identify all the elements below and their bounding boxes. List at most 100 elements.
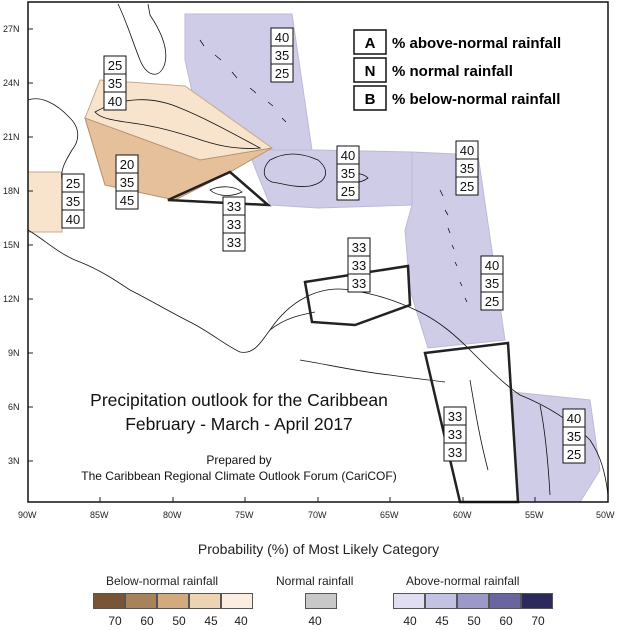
coast-hispaniola [263, 153, 326, 187]
lon-label: 55W [525, 510, 544, 520]
legend-swatch-above-40 [393, 593, 425, 609]
legend-swatch-below-40 [221, 593, 253, 609]
legend-swatch-below-70 [93, 593, 125, 609]
prob-value-below: 33 [227, 235, 241, 250]
lat-label: 24N [3, 78, 20, 88]
key-box-n [353, 57, 387, 83]
lat-label: 15N [3, 240, 20, 250]
lat-label: 6N [8, 402, 20, 412]
legend-value: 45 [435, 614, 449, 628]
category-key: A % above-normal rainfall N % normal rai… [353, 29, 561, 111]
prob-value-normal: 35 [108, 76, 122, 91]
prob-value-below: 40 [66, 212, 80, 227]
outlook-zones [27, 13, 601, 503]
prob-value-normal: 35 [485, 276, 499, 291]
latitude-labels: 27N 24N 21N 18N 15N 12N 9N 6N 3N [3, 24, 20, 466]
prob-value-normal: 35 [341, 166, 355, 181]
lon-label: 65W [380, 510, 399, 520]
zone-belize [27, 171, 63, 233]
prob-value-above: 40 [567, 411, 581, 426]
legend-value: 40 [234, 614, 248, 628]
prob-box [347, 273, 371, 293]
prob-box [455, 176, 479, 196]
coastlines [27, 3, 609, 496]
legend-swatch-below-50 [157, 593, 189, 609]
key-text-b: % below-normal rainfall [392, 91, 560, 108]
prob-box [222, 232, 246, 252]
coast-lesser-antilles [439, 189, 468, 303]
lat-label: 9N [8, 348, 20, 358]
coast-south-america [269, 288, 609, 496]
map-border [27, 1, 609, 503]
legend-title: Probability (%) of Most Likely Category [197, 541, 440, 557]
prepared-by: Prepared by [206, 453, 271, 467]
graticule [28, 28, 536, 502]
prob-value-normal: 33 [227, 217, 241, 232]
probability-boxes: 40 35 25 25 35 40 25 35 40 20 35 45 33 3… [61, 27, 586, 464]
legend-value: 50 [172, 614, 186, 628]
prob-value-normal: 35 [66, 194, 80, 209]
legend-normal-title: Normal rainfall [276, 574, 354, 588]
legend-value: 40 [308, 614, 322, 628]
prob-box [115, 190, 139, 210]
coast-guianas-border [469, 379, 551, 496]
legend-value: 40 [403, 614, 417, 628]
lat-label: 12N [3, 294, 20, 304]
legend-value: 60 [140, 614, 154, 628]
coast-gulf [27, 98, 79, 181]
lon-label: 70W [308, 510, 327, 520]
prob-value-below: 25 [275, 66, 289, 81]
prob-value-normal: 35 [567, 429, 581, 444]
legend-value: 70 [531, 614, 545, 628]
prob-box [61, 209, 85, 229]
lon-label: 75W [235, 510, 254, 520]
prob-value-normal: 35 [120, 175, 134, 190]
lon-label: 80W [163, 510, 182, 520]
coast-florida [117, 3, 167, 75]
prepared-org: The Caribbean Regional Climate Outlook F… [81, 469, 396, 483]
prob-value-below: 25 [341, 184, 355, 199]
coast-venezuela-inland [299, 359, 446, 383]
coast-central-america [27, 229, 316, 353]
prob-box [443, 442, 467, 462]
prob-value-below: 25 [485, 294, 499, 309]
legend-below-title: Below-normal rainfall [106, 574, 219, 588]
prob-value-above: 25 [66, 176, 80, 191]
prob-value-below: 33 [352, 276, 366, 291]
key-letter-a: A [365, 35, 376, 52]
lon-label: 50W [596, 510, 615, 520]
zone-jamaica-outline [167, 170, 272, 207]
lat-label: 27N [3, 24, 20, 34]
prob-value-below: 25 [460, 179, 474, 194]
legend-above-title: Above-normal rainfall [406, 574, 520, 588]
legend-swatch-below-60 [125, 593, 157, 609]
zone-suriname-fg [511, 391, 601, 503]
zone-abc-outline [303, 264, 412, 327]
prob-value-below: 40 [108, 94, 122, 109]
prob-value-normal: 35 [275, 48, 289, 63]
key-box-b [353, 85, 387, 111]
legend-swatch-above-45 [425, 593, 457, 609]
prob-value-above: 33 [352, 240, 366, 255]
map-period: February - March - April 2017 [125, 414, 353, 434]
lon-label: 60W [453, 510, 472, 520]
prob-box [270, 63, 294, 83]
lat-label: 21N [3, 132, 20, 142]
prob-value-above: 33 [448, 409, 462, 424]
legend-swatch-above-70 [521, 593, 553, 609]
zone-hispaniola-pr [247, 149, 413, 209]
prob-box [562, 444, 586, 464]
coast-jamaica [209, 186, 243, 196]
key-text-n: % normal rainfall [392, 63, 513, 80]
prob-value-above: 40 [341, 148, 355, 163]
legend-value: 60 [499, 614, 513, 628]
lat-label: 18N [3, 186, 20, 196]
key-letter-n: N [365, 63, 376, 80]
map-title: Precipitation outlook for the Caribbean [90, 390, 388, 410]
legend-swatch-below-45 [189, 593, 221, 609]
prob-value-normal: 35 [460, 161, 474, 176]
prob-box [480, 291, 504, 311]
coast-cuba [94, 99, 262, 149]
key-letter-b: B [365, 91, 376, 108]
legend-value: 70 [108, 614, 122, 628]
